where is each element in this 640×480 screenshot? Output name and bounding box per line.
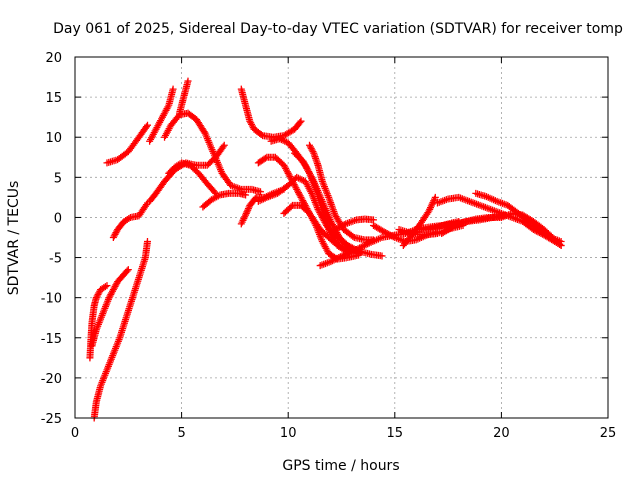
plus-marker — [336, 253, 344, 261]
plus-marker — [296, 119, 304, 127]
y-tick-label: -20 — [41, 372, 62, 387]
plus-marker — [356, 244, 364, 252]
x-tick-label: 20 — [493, 426, 510, 441]
plus-marker — [287, 203, 295, 211]
plus-marker — [297, 117, 305, 125]
series-arc-1 — [86, 282, 111, 362]
plus-marker — [378, 252, 386, 260]
x-tick-label: 5 — [177, 426, 185, 441]
plus-marker — [338, 252, 346, 260]
plus-marker — [123, 267, 131, 275]
plus-marker — [244, 206, 252, 214]
plus-marker — [382, 229, 390, 237]
series-arc-21 — [331, 215, 377, 233]
plus-marker — [357, 243, 365, 251]
plus-marker — [330, 256, 338, 264]
plus-marker — [309, 148, 317, 156]
y-tick-label: -25 — [41, 412, 62, 427]
axis-ticks: 0 5 10 15 20 25 -25 -20 -15 -10 -5 0 5 10 15 20 — [41, 51, 617, 441]
plus-marker — [331, 225, 339, 233]
plus-marker — [352, 246, 360, 254]
plus-marker — [103, 282, 111, 290]
plus-marker — [334, 224, 342, 232]
plus-marker — [210, 188, 218, 196]
plus-marker — [261, 154, 269, 162]
plus-marker — [328, 257, 336, 265]
plus-marker — [257, 131, 265, 139]
plus-marker — [327, 258, 335, 266]
plus-marker — [380, 228, 388, 236]
plus-marker — [142, 201, 150, 209]
plus-marker — [243, 208, 251, 216]
series-arc-28 — [472, 189, 565, 246]
x-tick-label: 15 — [387, 426, 404, 441]
series-arc-27 — [433, 193, 565, 250]
plus-marker — [244, 205, 252, 213]
series-arc-11 — [199, 189, 250, 211]
plus-marker — [360, 242, 368, 250]
series-arc-8 — [165, 159, 220, 197]
y-tick-label: -5 — [49, 252, 62, 267]
plus-marker — [256, 188, 264, 196]
x-tick-label: 0 — [71, 426, 79, 441]
plus-marker — [101, 283, 109, 291]
plus-marker — [337, 222, 345, 230]
plus-marker — [143, 238, 151, 246]
chart-title: Day 061 of 2025, Sidereal Day-to-day VTE… — [53, 21, 623, 37]
plus-marker — [143, 121, 151, 129]
plus-marker — [354, 245, 362, 253]
plus-marker — [355, 251, 363, 259]
plus-marker — [385, 230, 393, 238]
series-arc-6 — [146, 85, 177, 145]
series-arc-2 — [88, 266, 132, 350]
plus-marker — [431, 193, 439, 201]
plus-marker — [383, 229, 391, 237]
plus-marker — [169, 85, 177, 93]
plus-marker — [242, 191, 250, 199]
y-tick-label: 10 — [45, 131, 62, 146]
plus-marker — [332, 255, 340, 263]
plus-marker — [333, 225, 341, 233]
plus-marker — [364, 240, 372, 248]
series-arc-10 — [175, 77, 192, 117]
plus-marker — [502, 211, 510, 219]
y-tick-label: 5 — [54, 171, 62, 186]
plus-marker — [242, 209, 250, 217]
y-axis-label: SDTVAR / TECUs — [6, 181, 22, 296]
series-arc-29 — [412, 211, 510, 233]
plus-marker — [333, 254, 341, 262]
y-tick-label: 15 — [45, 91, 62, 106]
plus-marker — [125, 214, 133, 222]
plot-frame — [74, 56, 609, 419]
plus-marker — [220, 141, 228, 149]
plus-marker — [335, 254, 343, 262]
plus-marker — [557, 238, 565, 246]
series-arc-3 — [90, 238, 151, 422]
plus-marker — [362, 241, 370, 249]
x-tick-label: 25 — [600, 426, 617, 441]
x-tick-label: 10 — [280, 426, 297, 441]
plus-marker — [142, 123, 150, 131]
plus-marker — [339, 221, 347, 229]
plus-marker — [219, 143, 227, 151]
plus-marker — [124, 266, 132, 274]
x-axis-label: GPS time / hours — [282, 458, 399, 474]
plus-marker — [242, 211, 250, 219]
y-tick-label: -10 — [41, 292, 62, 307]
y-tick-label: 0 — [54, 211, 62, 226]
series-arc-4 — [109, 199, 151, 241]
plus-marker — [349, 232, 357, 240]
plus-marker — [388, 232, 396, 240]
series-arc-5 — [103, 121, 151, 167]
plus-marker — [184, 77, 192, 85]
plus-marker — [336, 223, 344, 231]
y-tick-label: 20 — [45, 51, 62, 66]
data-points — [86, 77, 565, 422]
y-tick-label: -15 — [41, 332, 62, 347]
plus-marker — [340, 221, 348, 229]
series-arc-13 — [237, 85, 305, 141]
plus-marker — [359, 242, 367, 250]
